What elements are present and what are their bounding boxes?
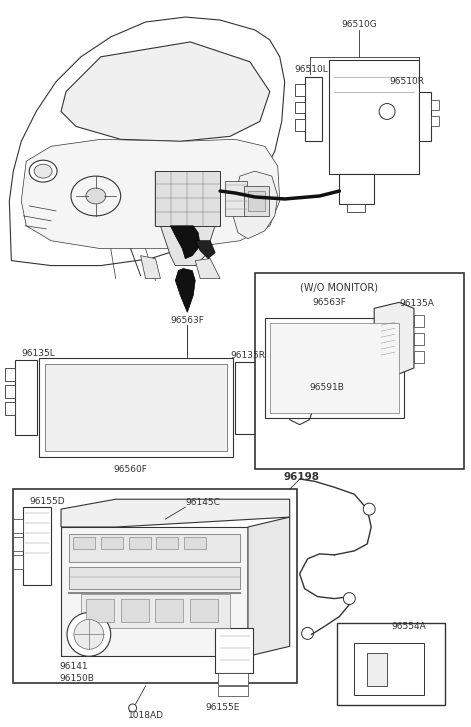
Text: 96510G: 96510G xyxy=(341,20,377,28)
Polygon shape xyxy=(140,256,161,278)
Circle shape xyxy=(129,704,137,712)
Bar xyxy=(354,643,424,695)
Polygon shape xyxy=(195,259,220,278)
Bar xyxy=(215,628,253,673)
Bar xyxy=(13,519,23,533)
Bar xyxy=(13,489,297,683)
Bar xyxy=(305,77,323,141)
Circle shape xyxy=(343,593,355,605)
Text: 1018AD: 1018AD xyxy=(128,712,163,720)
Text: 96563F: 96563F xyxy=(312,298,346,307)
Text: 96510R: 96510R xyxy=(389,77,424,87)
Bar xyxy=(255,403,265,417)
Text: (W/O MONITOR): (W/O MONITOR) xyxy=(300,283,378,292)
Circle shape xyxy=(363,503,375,515)
Bar xyxy=(155,171,220,226)
Circle shape xyxy=(67,613,111,656)
Bar xyxy=(255,387,265,400)
Ellipse shape xyxy=(29,160,57,182)
Bar xyxy=(5,385,15,398)
Bar xyxy=(295,425,317,443)
Polygon shape xyxy=(61,42,270,141)
Bar xyxy=(69,567,240,589)
Bar xyxy=(414,333,424,345)
Bar xyxy=(270,324,399,413)
Bar xyxy=(13,555,23,569)
Bar xyxy=(129,537,151,549)
Text: 96135R: 96135R xyxy=(230,350,265,360)
Bar xyxy=(86,598,114,622)
Bar xyxy=(155,598,183,622)
Bar xyxy=(15,360,37,435)
Polygon shape xyxy=(195,241,215,259)
Bar xyxy=(101,537,122,549)
Bar xyxy=(81,594,230,628)
Text: 96563F: 96563F xyxy=(171,316,204,325)
Bar xyxy=(329,60,419,174)
Polygon shape xyxy=(367,654,387,686)
Bar xyxy=(265,318,404,418)
Polygon shape xyxy=(9,17,284,265)
Bar xyxy=(414,351,424,363)
Text: 96150B: 96150B xyxy=(59,674,94,683)
Bar xyxy=(337,624,445,705)
Bar xyxy=(414,316,424,327)
Text: 96560F: 96560F xyxy=(114,465,147,474)
Bar xyxy=(23,507,51,585)
Polygon shape xyxy=(61,499,290,527)
Bar xyxy=(69,534,240,562)
Bar xyxy=(431,100,439,110)
Polygon shape xyxy=(161,226,215,265)
Bar xyxy=(5,402,15,414)
Bar xyxy=(347,204,365,212)
Polygon shape xyxy=(175,268,195,313)
Bar xyxy=(61,527,248,656)
Text: 96510L: 96510L xyxy=(295,65,328,74)
Text: 96155D: 96155D xyxy=(29,497,65,506)
Ellipse shape xyxy=(34,164,52,178)
Text: 96554A: 96554A xyxy=(391,622,426,631)
Polygon shape xyxy=(233,171,278,238)
Bar xyxy=(431,116,439,126)
Bar xyxy=(184,537,206,549)
Bar xyxy=(5,368,15,381)
Circle shape xyxy=(74,619,104,649)
Circle shape xyxy=(301,627,314,639)
Ellipse shape xyxy=(86,188,106,204)
Text: 96145C: 96145C xyxy=(185,498,220,507)
Text: 96591B: 96591B xyxy=(309,383,344,393)
Text: 96198: 96198 xyxy=(284,473,320,482)
Bar xyxy=(295,119,305,132)
Bar xyxy=(295,102,305,113)
Bar xyxy=(235,362,255,433)
Bar xyxy=(13,537,23,551)
Bar xyxy=(255,370,265,383)
Bar xyxy=(190,598,218,622)
Text: 96155E: 96155E xyxy=(205,704,239,712)
Bar xyxy=(295,84,305,95)
Polygon shape xyxy=(374,302,414,374)
Bar xyxy=(73,537,95,549)
Polygon shape xyxy=(248,517,290,656)
Bar xyxy=(156,537,179,549)
Polygon shape xyxy=(171,226,200,259)
Circle shape xyxy=(379,103,395,119)
Text: 96135L: 96135L xyxy=(21,348,55,358)
Bar xyxy=(121,598,148,622)
Bar xyxy=(45,364,227,451)
Bar xyxy=(218,686,248,696)
Polygon shape xyxy=(21,140,280,249)
Bar xyxy=(244,186,269,216)
Bar xyxy=(218,673,248,685)
Bar xyxy=(39,358,233,457)
Text: 96135A: 96135A xyxy=(399,299,434,308)
Text: 96141: 96141 xyxy=(59,662,88,671)
Bar xyxy=(255,273,463,470)
Bar xyxy=(419,92,431,141)
Bar xyxy=(248,191,265,211)
Bar xyxy=(225,181,247,216)
Bar xyxy=(340,174,374,204)
